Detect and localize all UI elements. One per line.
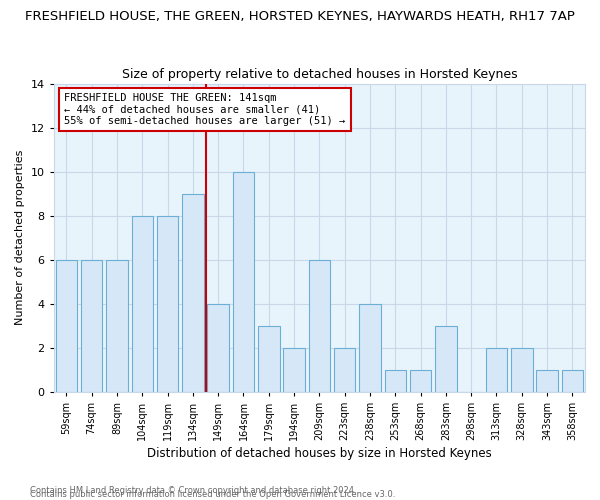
Bar [334, 348, 355, 392]
Bar [536, 370, 558, 392]
Bar [308, 260, 330, 392]
Bar [410, 370, 431, 392]
Bar [106, 260, 128, 392]
Text: Contains HM Land Registry data © Crown copyright and database right 2024.: Contains HM Land Registry data © Crown c… [30, 486, 356, 495]
Bar [283, 348, 305, 392]
Title: Size of property relative to detached houses in Horsted Keynes: Size of property relative to detached ho… [122, 68, 517, 81]
Bar [359, 304, 381, 392]
Bar [385, 370, 406, 392]
Bar [511, 348, 533, 392]
Bar [81, 260, 103, 392]
Bar [258, 326, 280, 392]
Text: FRESHFIELD HOUSE, THE GREEN, HORSTED KEYNES, HAYWARDS HEATH, RH17 7AP: FRESHFIELD HOUSE, THE GREEN, HORSTED KEY… [25, 10, 575, 23]
Bar [208, 304, 229, 392]
Bar [157, 216, 178, 392]
Bar [131, 216, 153, 392]
X-axis label: Distribution of detached houses by size in Horsted Keynes: Distribution of detached houses by size … [147, 447, 492, 460]
Text: FRESHFIELD HOUSE THE GREEN: 141sqm
← 44% of detached houses are smaller (41)
55%: FRESHFIELD HOUSE THE GREEN: 141sqm ← 44%… [64, 93, 346, 126]
Bar [233, 172, 254, 392]
Bar [562, 370, 583, 392]
Bar [56, 260, 77, 392]
Text: Contains public sector information licensed under the Open Government Licence v3: Contains public sector information licen… [30, 490, 395, 499]
Bar [182, 194, 203, 392]
Bar [435, 326, 457, 392]
Y-axis label: Number of detached properties: Number of detached properties [15, 150, 25, 326]
Bar [485, 348, 507, 392]
